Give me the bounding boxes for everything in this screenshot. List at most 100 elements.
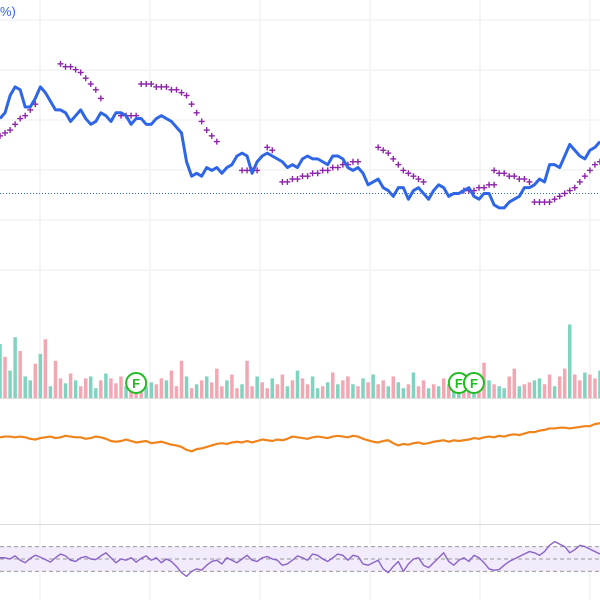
sar-marker xyxy=(556,193,563,200)
volume-bar xyxy=(250,386,254,398)
sar-marker xyxy=(491,181,498,188)
volume-bar xyxy=(18,350,22,398)
flag-marker-ring xyxy=(125,372,148,394)
sar-marker xyxy=(62,63,69,70)
volume-bar xyxy=(220,386,224,398)
volume-bar xyxy=(305,384,310,398)
volume-bar xyxy=(43,339,48,398)
sar-marker xyxy=(294,176,301,183)
sar-marker xyxy=(329,164,336,171)
volume-bar xyxy=(588,374,592,398)
sar-marker xyxy=(178,89,185,96)
price-axis-label: %) xyxy=(0,4,16,19)
volume-bar xyxy=(583,372,587,398)
sar-marker xyxy=(506,173,513,180)
sar-marker xyxy=(92,86,99,93)
volume-bar xyxy=(144,386,148,398)
sar-marker xyxy=(148,81,155,87)
sar-marker xyxy=(561,190,568,197)
sar-marker xyxy=(536,199,543,206)
volume-bar xyxy=(189,388,194,398)
volume-bar xyxy=(376,384,380,398)
volume-bar xyxy=(13,337,17,398)
volume-bar xyxy=(159,378,164,398)
volume-bar xyxy=(33,363,38,398)
sar-marker xyxy=(143,81,150,87)
sar-marker xyxy=(586,167,593,174)
volume-bar xyxy=(325,382,330,398)
volume-bar xyxy=(210,382,214,398)
volume-bar xyxy=(73,380,78,398)
volume-bar xyxy=(492,384,496,398)
sar-marker xyxy=(7,127,14,134)
volume-bar xyxy=(315,388,320,398)
volume-bar xyxy=(280,374,285,398)
volume-bar xyxy=(522,384,527,398)
sar-marker xyxy=(0,132,3,139)
sar-marker xyxy=(551,196,558,203)
sar-marker xyxy=(576,178,583,185)
volume-bar xyxy=(527,382,532,398)
volume-bar xyxy=(557,376,562,398)
volume-bar xyxy=(179,360,184,398)
volume-bar xyxy=(290,380,295,398)
sar-marker xyxy=(319,167,326,174)
sar-marker xyxy=(213,138,220,145)
volume-bar xyxy=(270,378,275,398)
sar-marker xyxy=(12,121,19,128)
volume-bar xyxy=(78,386,83,398)
volume-bar xyxy=(371,374,375,398)
volume-bar xyxy=(532,380,537,398)
volume-bar xyxy=(512,368,517,398)
sar-marker xyxy=(405,170,412,177)
volume-bar xyxy=(320,386,325,398)
volume-bar xyxy=(356,386,360,398)
sar-marker xyxy=(2,129,9,136)
rsi-line xyxy=(0,540,600,578)
volume-bar xyxy=(38,353,43,398)
sar-marker xyxy=(203,127,210,134)
sar-marker xyxy=(475,184,482,191)
volume-bar xyxy=(240,384,244,398)
volume-bar xyxy=(310,376,315,398)
sar-marker xyxy=(82,75,89,82)
sar-marker xyxy=(284,178,291,185)
volume-bar xyxy=(578,380,582,398)
volume-bar xyxy=(194,384,199,398)
volume-bar xyxy=(114,383,118,398)
volume-bar xyxy=(48,386,53,398)
sar-marker xyxy=(153,83,160,90)
volume-bar xyxy=(129,388,133,398)
volume-bar xyxy=(154,384,159,398)
volume-bar xyxy=(396,382,401,398)
sar-marker xyxy=(511,173,518,180)
sar-marker xyxy=(77,69,84,76)
sar-marker xyxy=(299,173,306,180)
sar-marker xyxy=(395,161,402,168)
sar-marker xyxy=(334,164,341,171)
volume-bar xyxy=(119,376,123,398)
sar-marker xyxy=(566,187,573,194)
sar-marker xyxy=(415,176,422,183)
volume-bar xyxy=(361,378,365,398)
volume-bar xyxy=(204,376,209,398)
volume-bar xyxy=(28,380,33,398)
volume-bar xyxy=(502,388,506,398)
sar-marker xyxy=(571,184,578,191)
volume-bar xyxy=(199,380,204,398)
sar-marker xyxy=(491,167,498,174)
volume-bar xyxy=(184,376,189,398)
sar-marker xyxy=(410,173,417,180)
volume-bar xyxy=(366,382,370,398)
volume-bar xyxy=(89,376,93,398)
sar-marker xyxy=(526,178,533,185)
volume-bar xyxy=(109,378,113,398)
volume-bar xyxy=(336,384,340,398)
volume-bar xyxy=(593,378,597,398)
sar-marker xyxy=(496,170,503,177)
sar-marker xyxy=(521,176,528,183)
volume-bar xyxy=(436,386,441,398)
sar-marker xyxy=(486,181,493,188)
sar-marker xyxy=(198,118,205,125)
